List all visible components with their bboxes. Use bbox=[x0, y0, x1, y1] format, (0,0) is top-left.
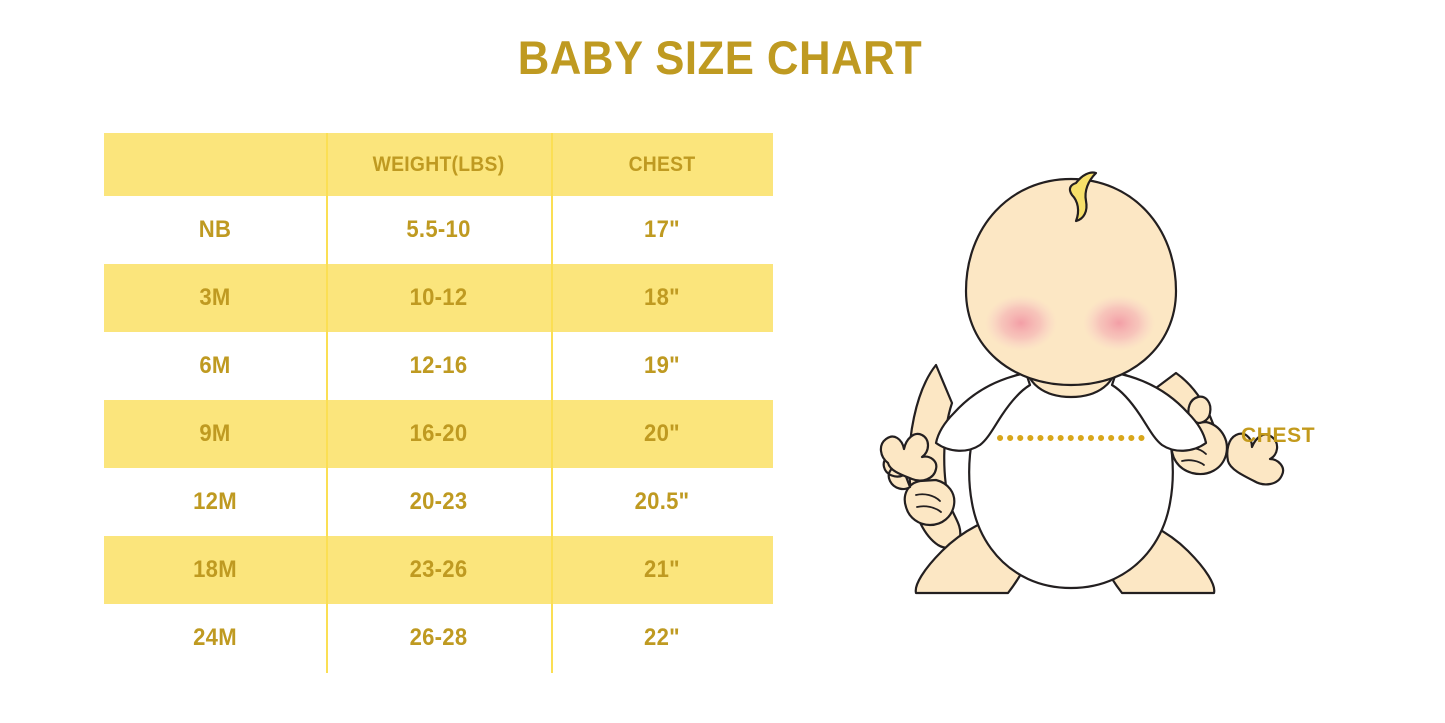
cell-size: NB bbox=[198, 216, 232, 243]
baby-head bbox=[964, 177, 1178, 387]
header-cell-chest: CHEST bbox=[628, 152, 696, 176]
baby-left-foot-toes bbox=[879, 432, 938, 482]
cell-size: 18M bbox=[193, 556, 237, 583]
baby-onesie-left-sleeve bbox=[934, 371, 1032, 452]
cell-weight: 20-23 bbox=[409, 488, 468, 515]
cell-size: 24M bbox=[193, 624, 237, 651]
cell-weight: 23-26 bbox=[409, 556, 468, 583]
table-row: 9M 16-20 20" bbox=[104, 400, 773, 468]
baby-right-cheek-blush bbox=[1083, 295, 1155, 351]
table-row: 3M 10-12 18" bbox=[104, 264, 773, 332]
baby-right-foot-toes bbox=[1226, 432, 1285, 486]
cell-chest: 20" bbox=[644, 420, 680, 447]
baby-left-cheek-blush bbox=[985, 295, 1057, 351]
cell-chest: 22" bbox=[644, 624, 680, 651]
table-row: 24M 26-28 22" bbox=[104, 604, 773, 672]
baby-right-thumb bbox=[1187, 395, 1212, 425]
cell-size: 6M bbox=[199, 352, 231, 379]
cell-chest: 19" bbox=[644, 352, 680, 379]
cell-weight: 5.5-10 bbox=[406, 216, 471, 243]
baby-left-hand-fingers bbox=[915, 493, 942, 513]
cell-chest: 18" bbox=[644, 284, 680, 311]
baby-hair-tuft bbox=[1068, 171, 1098, 223]
table-header-row: WEIGHT(LBS) CHEST bbox=[104, 133, 773, 196]
size-table: WEIGHT(LBS) CHEST NB 5.5-10 17" 3M 10-12… bbox=[104, 133, 773, 673]
cell-weight: 10-12 bbox=[409, 284, 468, 311]
chest-label: CHEST bbox=[1241, 424, 1316, 447]
cell-chest: 21" bbox=[644, 556, 680, 583]
cell-chest: 20.5" bbox=[634, 488, 690, 515]
cell-weight: 12-16 bbox=[409, 352, 468, 379]
page-title: BABY SIZE CHART bbox=[517, 31, 923, 84]
column-divider-1 bbox=[326, 133, 328, 673]
cell-weight: 16-20 bbox=[409, 420, 468, 447]
table-row: 18M 23-26 21" bbox=[104, 536, 773, 604]
table-row: 6M 12-16 19" bbox=[104, 332, 773, 400]
table-row: 12M 20-23 20.5" bbox=[104, 468, 773, 536]
column-divider-2 bbox=[551, 133, 553, 673]
cell-size: 3M bbox=[199, 284, 231, 311]
cell-size: 12M bbox=[193, 488, 237, 515]
baby-illustration-icon bbox=[879, 171, 1285, 595]
cell-size: 9M bbox=[199, 420, 231, 447]
baby-onesie-right-sleeve bbox=[1110, 371, 1208, 452]
baby-left-hand bbox=[903, 478, 956, 527]
cell-weight: 26-28 bbox=[409, 624, 468, 651]
cell-chest: 17" bbox=[644, 216, 680, 243]
table-row: NB 5.5-10 17" bbox=[104, 196, 773, 264]
header-cell-weight: WEIGHT(LBS) bbox=[372, 152, 505, 176]
